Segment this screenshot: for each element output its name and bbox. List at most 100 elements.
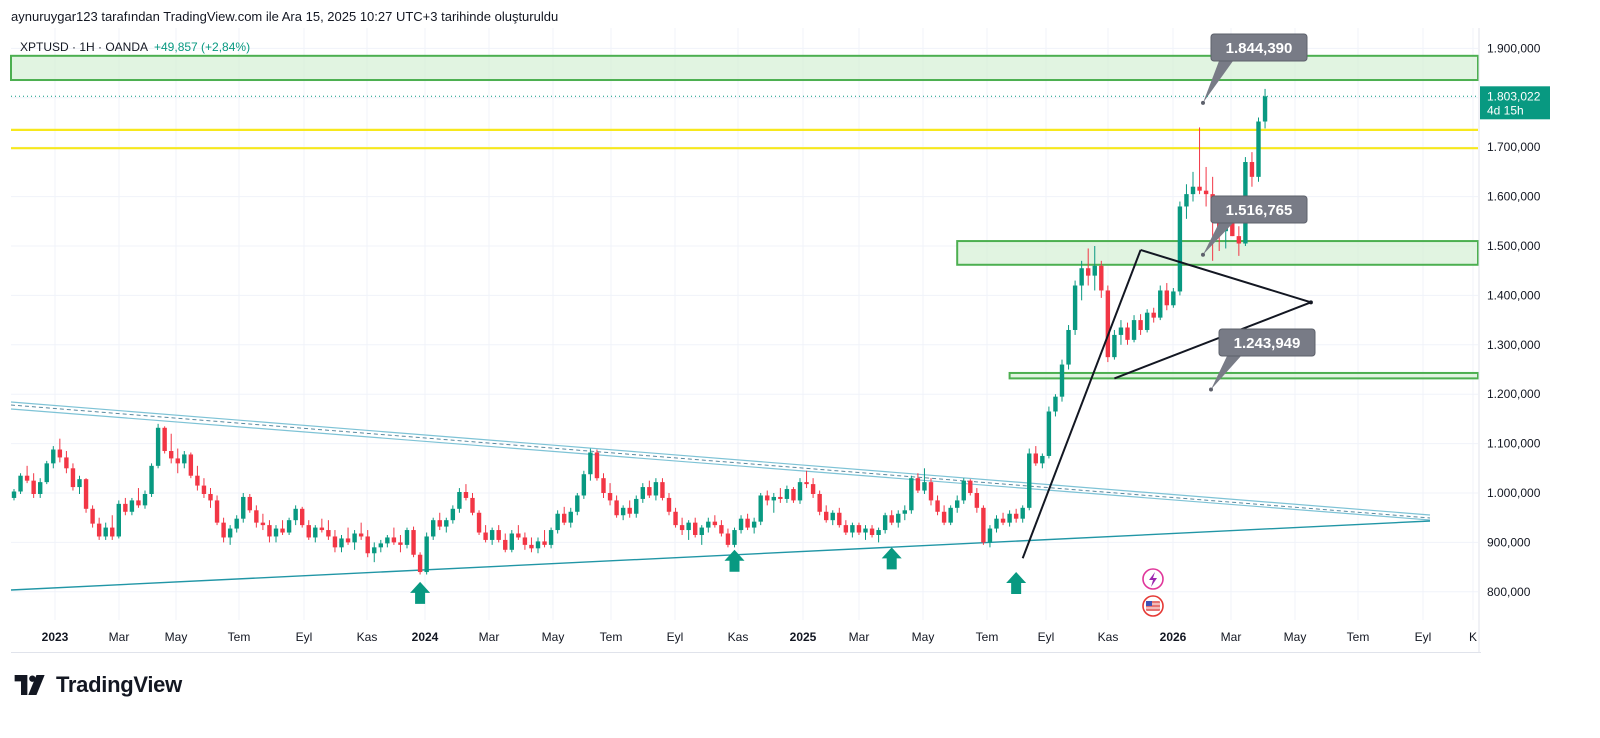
x-tick-label: Eyl [296, 630, 313, 644]
candle-body [345, 538, 351, 543]
candle-body [948, 507, 953, 523]
candle-body [332, 536, 338, 548]
candle-body [601, 478, 606, 493]
candle-body [24, 475, 30, 481]
candle-body [260, 522, 266, 526]
y-tick-label: 900,000 [1487, 535, 1531, 549]
candle-body [424, 536, 429, 573]
candle-body [928, 482, 934, 501]
y-tick-label: 1.700,000 [1487, 140, 1541, 154]
candle-body [1105, 290, 1111, 358]
candle-body [496, 530, 501, 540]
candle-body [457, 492, 462, 509]
candle-body [915, 478, 921, 491]
legend-symbol[interactable]: XPTUSD · 1H · OANDA [20, 40, 148, 54]
candle-body [974, 493, 980, 508]
candle-body [791, 489, 796, 501]
candle-body [96, 523, 102, 537]
candle-body [313, 527, 318, 538]
callout-anchor [1201, 100, 1205, 105]
x-tick-label: May [165, 630, 188, 644]
x-tick-label: 2024 [412, 630, 439, 644]
callout-anchor [1201, 252, 1205, 257]
candle-body [1059, 364, 1065, 397]
candle-body [1171, 291, 1176, 306]
candle-body [83, 479, 89, 509]
candle-body [365, 536, 370, 554]
candle-body [385, 537, 390, 544]
candle-body [830, 512, 835, 521]
support-resistance-zone [956, 240, 1479, 266]
y-tick-label: 1.200,000 [1487, 387, 1541, 401]
candle-body [280, 528, 285, 533]
candle-body [398, 542, 403, 545]
candle-body [129, 500, 135, 512]
candle-body [522, 537, 528, 545]
candle-body [869, 528, 875, 535]
candle-body [699, 527, 704, 535]
candle-body [70, 468, 76, 488]
callout-pointer [1203, 223, 1233, 255]
candle-body [824, 511, 829, 521]
candle-body [110, 527, 115, 537]
candle-body [1177, 206, 1183, 292]
candle-body [712, 521, 718, 526]
x-axis: 2023 Mar May Tem Eyl Kas 2024 Mar May Tem Eyl Kas 20… [42, 630, 1477, 644]
candle-body [437, 520, 442, 527]
descending-trendline-mid [10, 404, 1431, 519]
candle-body [1046, 411, 1052, 456]
candle-body [1197, 186, 1202, 191]
candle-body [11, 491, 17, 498]
x-tick-label: Kas [1098, 630, 1119, 644]
candle-body [319, 527, 325, 531]
candle-body [483, 532, 488, 540]
candle-body [339, 538, 344, 548]
candle-body [961, 480, 966, 501]
candle-body [149, 465, 154, 494]
candle-body [358, 533, 364, 537]
candle-body [856, 525, 862, 533]
candle-body [666, 497, 672, 512]
candle-body [889, 515, 894, 523]
price-labels: 1.844,390 1.516,765 1.243,949 [11, 33, 1478, 392]
candle-body [725, 533, 731, 545]
x-tick-label: Eyl [1415, 630, 1432, 644]
y-tick-label: 1.600,000 [1487, 190, 1541, 204]
candle-body [994, 518, 999, 529]
candle-body [542, 541, 547, 545]
candle-body [1184, 194, 1189, 207]
candle-body [594, 452, 600, 479]
candle-body [300, 508, 305, 526]
x-tick-label: May [912, 630, 935, 644]
candle-body [241, 496, 246, 519]
candle-body [732, 530, 737, 545]
event-markers [1142, 568, 1164, 617]
callout-box [1218, 328, 1316, 357]
candle-body [548, 530, 554, 545]
candle-body [1144, 312, 1150, 330]
current-price-value: 1.803,022 [1487, 89, 1541, 103]
candle-body [607, 493, 613, 501]
candle-body [876, 530, 881, 535]
up-arrow-icon [881, 547, 902, 570]
x-tick-label: 2025 [790, 630, 817, 644]
candle-body [751, 521, 757, 528]
x-tick-label: Tem [600, 630, 623, 644]
candle-body [188, 454, 194, 476]
candle-body [575, 495, 580, 512]
candle-body [372, 547, 377, 554]
candle-body [169, 451, 174, 459]
candle-body [758, 495, 763, 522]
support-resistance-zone [1008, 371, 1479, 380]
triangle-upper [1140, 248, 1312, 304]
candle-body [1164, 290, 1169, 306]
candle-body [293, 508, 298, 521]
x-tick-label: Mar [1221, 630, 1242, 644]
tradingview-logo[interactable]: TradingView [14, 672, 182, 698]
candle-body [634, 498, 639, 514]
triangle-lower [1114, 301, 1312, 380]
candle-body [431, 520, 436, 537]
candle-body [516, 533, 521, 538]
